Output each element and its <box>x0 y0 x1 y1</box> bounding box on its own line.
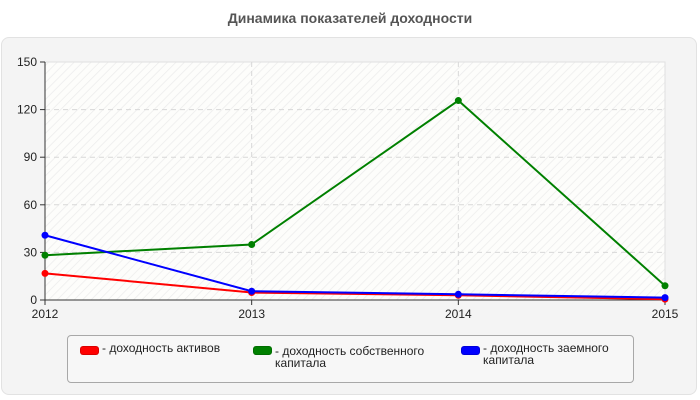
gridlines <box>45 62 665 300</box>
axes: 0 30 60 90 120 150 2012 2013 2014 2015 <box>17 55 679 321</box>
x-tick-label: 2014 <box>445 307 472 321</box>
y-tick-label: 30 <box>24 245 38 259</box>
legend-label: - доходность активов <box>102 341 221 355</box>
data-point[interactable] <box>661 294 669 302</box>
red-swatch-icon <box>80 346 99 355</box>
y-tick-label: 150 <box>17 55 37 69</box>
data-point[interactable] <box>41 231 49 239</box>
blue-swatch-icon <box>461 346 480 355</box>
legend-item-equity[interactable]: - доходность собственного капитала <box>253 342 445 369</box>
x-tick-label: 2015 <box>652 307 679 321</box>
series-line <box>44 272 666 301</box>
legend-label: - доходность заемного капитала <box>483 341 609 367</box>
data-point[interactable] <box>248 287 256 295</box>
data-point[interactable] <box>248 240 256 248</box>
data-point[interactable] <box>41 269 49 277</box>
series-line <box>44 234 666 299</box>
y-tick-label: 90 <box>24 150 38 164</box>
data-series <box>41 97 669 303</box>
series-line <box>44 99 666 287</box>
green-swatch-icon <box>253 346 272 355</box>
legend-label: - доходность собственного капитала <box>275 344 425 370</box>
plot-area <box>44 61 666 301</box>
legend-item-assets[interactable]: - доходность активов <box>80 342 262 355</box>
y-tick-label: 60 <box>24 198 38 212</box>
x-tick-label: 2012 <box>32 307 59 321</box>
legend: - доходность активов - доходность собств… <box>67 335 634 383</box>
x-tick-label: 2013 <box>238 307 265 321</box>
data-point[interactable] <box>41 251 49 259</box>
legend-item-debt[interactable]: - доходность заемного капитала <box>461 342 633 366</box>
y-tick-label: 0 <box>30 293 37 307</box>
y-tick-label: 120 <box>17 103 37 117</box>
data-point[interactable] <box>661 282 669 290</box>
data-point[interactable] <box>454 290 462 298</box>
chart-title: Динамика показателей доходности <box>227 10 473 26</box>
data-point[interactable] <box>454 97 462 105</box>
